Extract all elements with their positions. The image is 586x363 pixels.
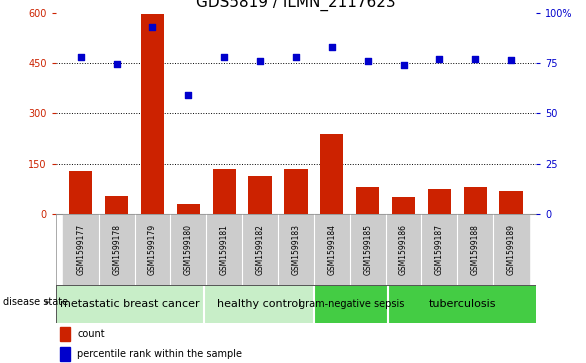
Point (220, 54, 229, 60)
Bar (135, 214, 171, 285)
Bar (314, 214, 350, 285)
Bar (213, 169, 236, 214)
Bar (248, 176, 272, 214)
Bar (278, 214, 314, 285)
Bar (386, 214, 421, 285)
Point (435, 56, 444, 62)
Bar (105, 196, 128, 214)
Bar (320, 134, 343, 214)
Bar (392, 197, 415, 214)
Text: tuberculosis: tuberculosis (428, 299, 496, 309)
Point (112, 61, 121, 67)
Bar (98, 214, 135, 285)
Bar (350, 214, 386, 285)
Point (399, 62, 408, 68)
Point (148, 24, 157, 30)
Bar (171, 214, 206, 285)
Bar (60, 347, 70, 361)
Point (255, 58, 265, 64)
Bar (63, 214, 98, 285)
Text: GSM1599181: GSM1599181 (220, 224, 229, 275)
Bar (141, 15, 164, 214)
Bar (206, 214, 242, 285)
Text: GSM1599186: GSM1599186 (399, 224, 408, 275)
Text: healthy control: healthy control (217, 299, 301, 309)
Title: GDS5819 / ILMN_2117623: GDS5819 / ILMN_2117623 (196, 0, 396, 11)
Bar (177, 204, 200, 214)
Point (291, 54, 301, 60)
Text: GSM1599182: GSM1599182 (255, 224, 264, 275)
Bar (499, 191, 523, 214)
Point (76, 54, 86, 60)
Point (183, 93, 193, 98)
Text: gram-negative sepsis: gram-negative sepsis (299, 299, 404, 309)
Text: GSM1599184: GSM1599184 (328, 224, 336, 275)
Bar (56, 285, 203, 323)
Bar (356, 187, 379, 214)
Text: GSM1599185: GSM1599185 (363, 224, 372, 275)
Bar (493, 214, 529, 285)
Bar (203, 285, 315, 323)
Point (363, 58, 372, 64)
Text: GSM1599177: GSM1599177 (76, 224, 86, 275)
Bar (284, 169, 308, 214)
Text: metastatic breast cancer: metastatic breast cancer (60, 299, 199, 309)
Bar (428, 189, 451, 214)
Bar (389, 285, 536, 323)
Text: GSM1599183: GSM1599183 (291, 224, 301, 275)
Text: disease state: disease state (3, 297, 68, 307)
Text: GSM1599188: GSM1599188 (471, 224, 480, 275)
Text: GSM1599178: GSM1599178 (112, 224, 121, 275)
Bar (421, 214, 457, 285)
Text: GSM1599189: GSM1599189 (506, 224, 516, 275)
Point (327, 44, 336, 50)
Bar (464, 187, 487, 214)
Point (506, 57, 516, 63)
Text: GSM1599179: GSM1599179 (148, 224, 157, 275)
Bar (242, 214, 278, 285)
Bar (69, 171, 93, 214)
Bar (315, 285, 389, 323)
Text: GSM1599187: GSM1599187 (435, 224, 444, 275)
Point (471, 56, 480, 62)
Bar (457, 214, 493, 285)
Text: GSM1599180: GSM1599180 (184, 224, 193, 275)
Text: count: count (77, 329, 105, 339)
Bar (60, 327, 70, 341)
Text: percentile rank within the sample: percentile rank within the sample (77, 349, 242, 359)
